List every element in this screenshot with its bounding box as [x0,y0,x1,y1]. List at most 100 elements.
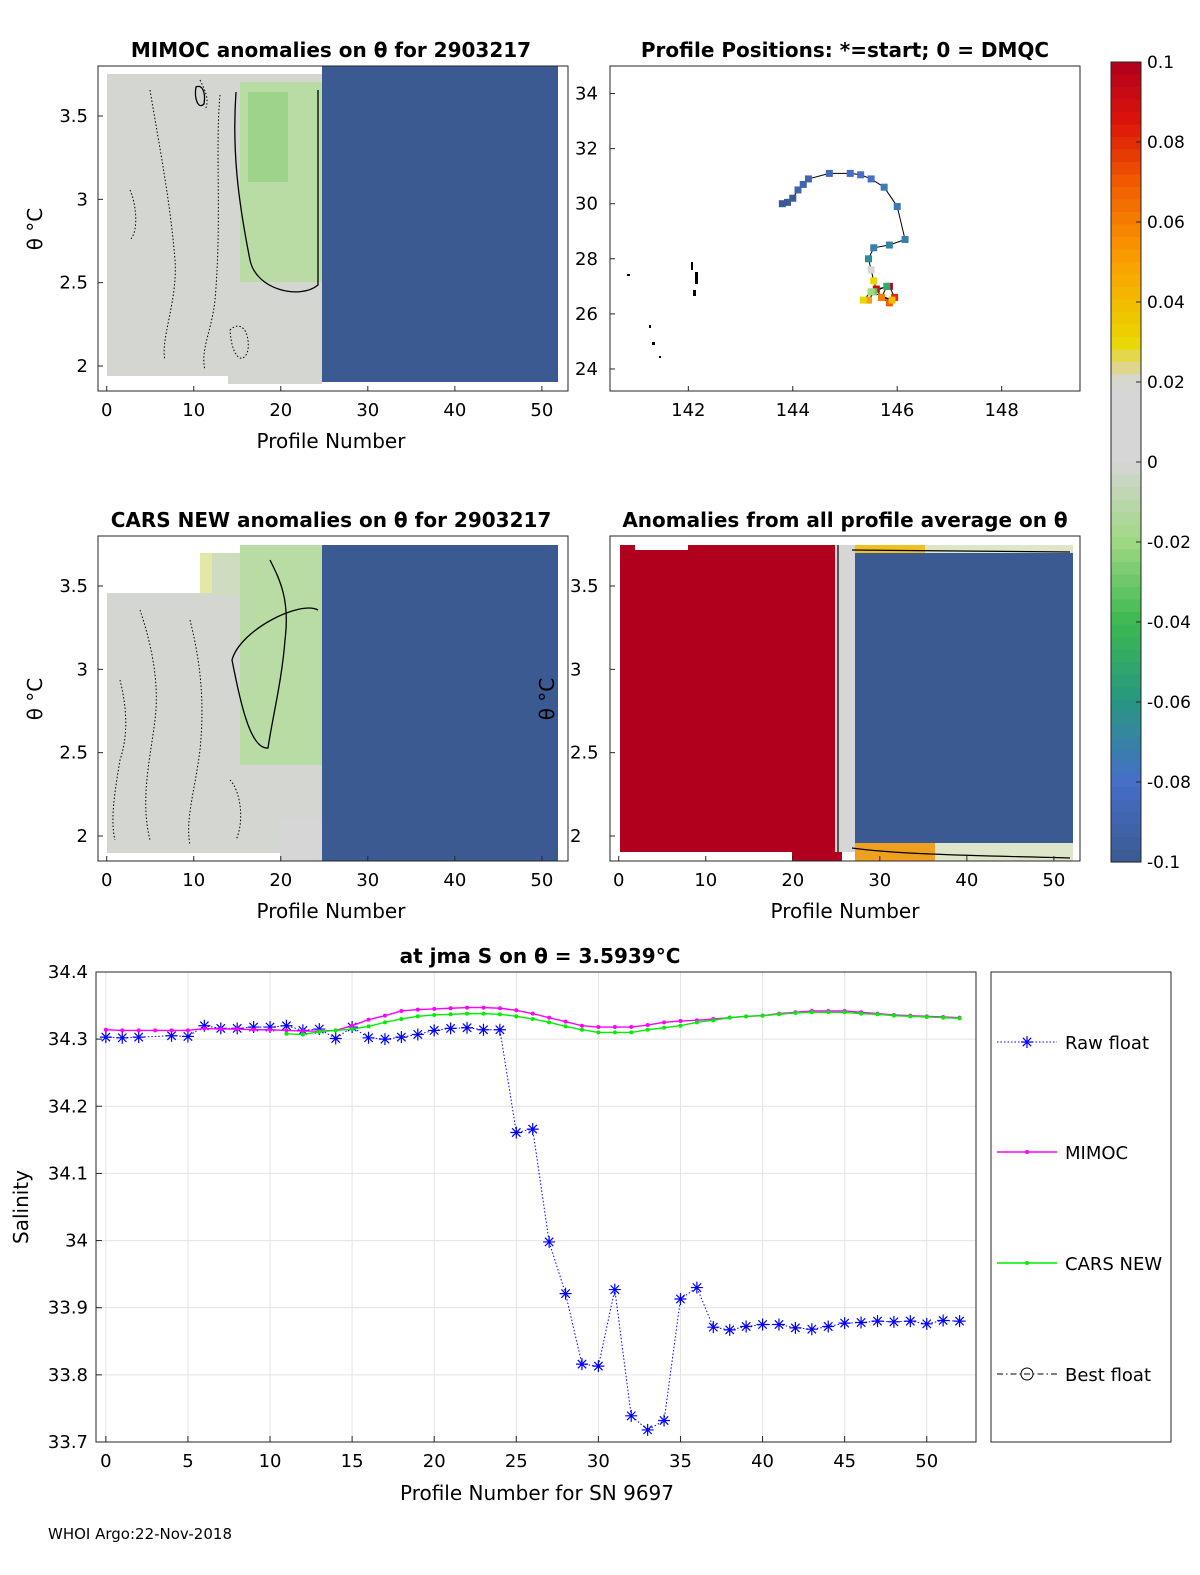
raw-float-marker [937,1314,950,1327]
mimoc-marker [169,1028,174,1033]
track-point [885,241,893,249]
positions-axes-ticks: 142 144 146 148 24 26 28 30 32 34 [575,84,1019,421]
mimoc-ylabel: θ °C [23,208,47,251]
colorbar-step [1111,87,1141,101]
y-tick-label: 34.4 [48,962,88,983]
y-tick-label: 32 [575,139,598,160]
colorbar-step [1111,699,1141,713]
raw-float-marker [658,1414,671,1427]
panel-average: 0 10 20 30 40 50 2 2.5 3 3.5 Anomalies from all p… [535,508,1081,923]
mimoc-heatmap [98,66,558,386]
mimoc-mask-top [98,66,322,74]
y-tick-label: 24 [575,359,598,380]
cars-new-marker [317,1029,322,1034]
colorbar-step [1111,424,1141,438]
cars-cells-bottom [280,820,322,861]
raw-float-marker [132,1031,145,1044]
track-point [859,296,867,304]
x-tick-label: 40 [955,870,978,891]
colorbar-gradient [1111,62,1141,863]
raw-float-marker [756,1318,769,1331]
colorbar-tick-label: 0.02 [1147,373,1185,393]
track-point [865,296,872,304]
colorbar-step [1111,199,1141,213]
coastline-fragment [693,290,696,296]
cars-new-marker [563,1024,568,1029]
raw-float-marker [116,1031,129,1044]
track-point [865,255,872,263]
mimoc-marker [218,1027,223,1032]
raw-float-marker [329,1032,342,1045]
x-tick-label: 30 [868,870,891,891]
panel-positions: 142 144 146 148 24 26 28 30 32 34 Profile Positio… [575,38,1081,421]
mimoc-marker [399,1008,404,1013]
colorbar-tick-label: 0.06 [1147,213,1185,233]
x-tick-label: 35 [669,1451,692,1472]
x-tick-label: 0 [613,870,624,891]
cars-contour-dotted-3 [188,619,203,846]
raw-float-marker [805,1323,818,1336]
float-track [778,169,909,307]
panel-cars: 0 10 20 30 40 50 2 2.5 3 3.5 CARS NEW anomalies o… [23,508,569,923]
mimoc-marker [103,1027,108,1032]
footer-credit: WHOI Argo:22-Nov-2018 [48,1525,232,1543]
x-tick-label: 50 [915,1451,938,1472]
cars-new-marker [711,1018,716,1023]
mimoc-marker [185,1028,190,1033]
legend-label: Raw float [1065,1033,1149,1054]
colorbar-step [1111,174,1141,188]
mimoc-contour-dotted-4 [229,325,249,359]
raw-float-marker [543,1235,556,1248]
salinity-axes-bg [96,972,976,1442]
mimoc-marker [514,1008,519,1013]
track-point [804,175,812,183]
legend-swatch-marker [1025,1261,1029,1265]
raw-float-marker [625,1409,638,1422]
colorbar-step [1111,549,1141,563]
cars-new-marker [497,1012,502,1017]
raw-float-marker [920,1317,933,1330]
colorbar-tick-label: -0.04 [1147,613,1191,633]
x-tick-label: 20 [423,1451,446,1472]
cars-contour-zero [231,559,319,749]
mimoc-marker [645,1023,650,1028]
colorbar-step [1111,124,1141,138]
salinity-ticks: 0 5 10 15 20 25 30 35 40 45 50 33.7 33.8 33.9 34 34.1 34… [48,962,938,1472]
track-point [883,282,891,290]
x-tick-label: 40 [443,870,466,891]
cars-new-marker [530,1017,535,1021]
colorbar-step [1111,649,1141,663]
raw-float-marker [789,1321,802,1334]
coastline-fragment [649,325,651,328]
coastline-fragment [691,262,693,270]
cars-cells-green-band [240,545,322,765]
average-cells-positive [620,545,835,852]
colorbar-step [1111,287,1141,301]
x-tick-label: 0 [101,870,112,891]
track-point [867,175,875,183]
mimoc-marker [629,1025,634,1030]
x-tick-label: 10 [259,1451,282,1472]
cars-new-marker [826,1010,831,1015]
track-point [901,236,909,244]
colorbar-step [1111,524,1141,538]
track-point [857,171,865,179]
x-tick-label: 146 [880,400,914,421]
mimoc-marker [448,1006,453,1011]
average-mask-top-left [635,538,688,550]
y-tick-label: 2 [570,826,581,847]
cars-contour-dotted-1 [139,609,157,841]
y-tick-label: 34.2 [48,1096,88,1117]
y-tick-label: 2.5 [570,743,599,764]
raw-float-marker [526,1123,539,1136]
x-tick-label: 144 [776,400,810,421]
legend-swatch-marker [1020,1367,1034,1381]
y-tick-label: 2 [77,826,88,847]
colorbar-step [1111,512,1141,526]
mimoc-marker [547,1015,552,1020]
average-cells-top-edge-2 [925,545,1073,553]
colorbar-step [1111,224,1141,238]
mimoc-contour-dotted-2 [129,79,208,241]
colorbar-step [1111,437,1141,451]
